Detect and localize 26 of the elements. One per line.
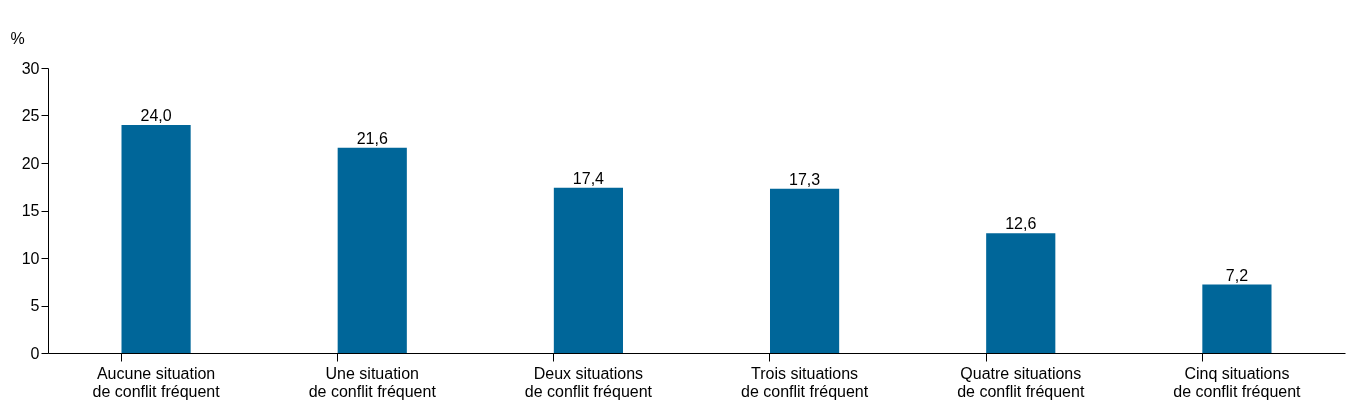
y-tick-label: 10 <box>21 249 40 267</box>
data-label: 7,2 <box>1225 266 1249 284</box>
y-tick-label: 15 <box>21 202 40 219</box>
y-tick-label: 30 <box>21 59 40 77</box>
bar <box>770 188 840 353</box>
x-tick-label: Une situation de conflit fréquent <box>308 364 437 400</box>
bar <box>553 187 623 353</box>
y-tick-label: 25 <box>21 107 40 124</box>
bar <box>1202 284 1272 353</box>
x-tick-label: Cinq situations de conflit fréquent <box>1173 364 1302 400</box>
data-label: 21,6 <box>356 129 388 147</box>
y-tick-label: 20 <box>21 154 40 172</box>
bar <box>121 125 191 353</box>
y-tick-label: 0 <box>30 344 40 362</box>
y-tick-label: 5 <box>30 297 40 314</box>
data-label: 17,4 <box>572 169 605 187</box>
data-label: 24,0 <box>140 107 172 124</box>
bar <box>986 233 1056 353</box>
x-tick-label: Aucune situation de conflit fréquent <box>92 364 221 400</box>
x-tick-label: Trois situations de conflit fréquent <box>740 364 869 400</box>
x-tick-label: Quatre situations de conflit fréquent <box>957 364 1085 400</box>
data-label: 12,6 <box>1005 215 1037 233</box>
y-axis-title: % <box>10 29 25 47</box>
x-tick-label: Deux situations de conflit fréquent <box>524 364 653 400</box>
data-label: 17,3 <box>789 170 821 188</box>
bar <box>337 147 407 353</box>
